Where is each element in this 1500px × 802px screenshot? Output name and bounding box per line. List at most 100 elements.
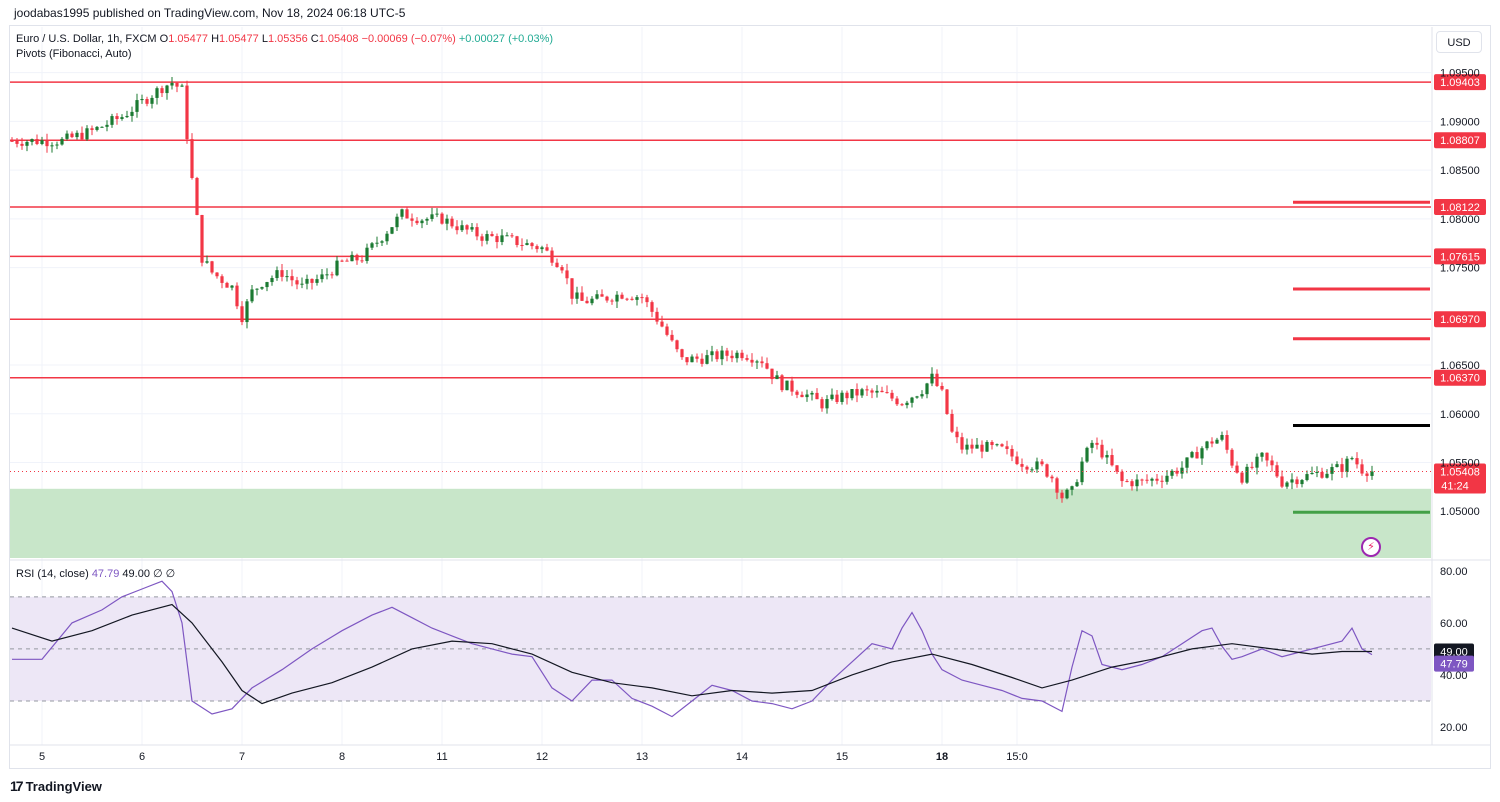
candle-body <box>365 247 369 261</box>
pivot-label-box <box>1434 132 1486 149</box>
candle-body <box>675 340 679 350</box>
candle-body <box>175 82 179 87</box>
candle-body <box>875 390 879 393</box>
candle-body <box>160 88 164 94</box>
candle-body <box>1085 447 1089 462</box>
candle-body <box>1335 464 1339 468</box>
candle-body <box>1025 466 1029 470</box>
tradingview-logo[interactable]: 17 TradingView <box>10 778 102 794</box>
candle-body <box>180 85 184 87</box>
candle-body <box>1065 489 1069 499</box>
candle-body <box>1070 486 1074 490</box>
candle-body <box>975 444 979 449</box>
candle-body <box>660 321 664 327</box>
candle-body <box>280 270 284 277</box>
candle-body <box>940 385 944 390</box>
pivots-legend[interactable]: Pivots (Fibonacci, Auto) <box>16 48 132 60</box>
candle-body <box>1135 479 1139 487</box>
candle-body <box>1265 452 1269 461</box>
chart-frame <box>9 25 1491 769</box>
candle-body <box>20 143 24 146</box>
candle-body <box>1185 457 1189 468</box>
candle-body <box>380 241 384 243</box>
support-zone-rect <box>10 488 1431 558</box>
symbol-legend[interactable]: Euro / U.S. Dollar, 1h, FXCM O1.05477 H1… <box>16 33 553 45</box>
publish-line: joodabas1995 published on TradingView.co… <box>14 6 406 20</box>
rsi-legend[interactable]: RSI (14, close) 47.79 49.00 ∅ ∅ <box>16 567 175 580</box>
candle-body <box>50 145 54 147</box>
y-tick-label: 1.07500 <box>1440 263 1480 275</box>
candle-body <box>85 128 89 140</box>
candle-body <box>620 294 624 299</box>
candle-body <box>1175 470 1179 474</box>
candle-body <box>1220 435 1224 440</box>
candle-body <box>325 274 329 276</box>
candle-body <box>1150 478 1154 481</box>
candle-body <box>720 350 724 360</box>
candle-body <box>205 261 209 263</box>
candle-body <box>395 216 399 228</box>
candle-body <box>1035 461 1039 470</box>
candle-body <box>465 225 469 230</box>
flash-alert-icon[interactable]: ⚡ <box>1361 537 1381 557</box>
candle-body <box>550 250 554 263</box>
candle-body <box>950 413 954 432</box>
candle-body <box>135 100 139 112</box>
candle-body <box>200 214 204 263</box>
currency-button[interactable]: USD <box>1436 31 1482 53</box>
candle-body <box>1195 452 1199 459</box>
candle-body <box>1305 474 1309 481</box>
last-price-box <box>1434 463 1486 494</box>
candle-body <box>610 300 614 302</box>
y-tick-label: 1.09000 <box>1440 116 1480 128</box>
candle-body <box>855 389 859 396</box>
candle-body <box>245 301 249 323</box>
candle-body <box>565 270 569 279</box>
candle-body <box>815 392 819 400</box>
candle-body <box>900 404 904 406</box>
candle-body <box>1090 442 1094 448</box>
candle-body <box>615 294 619 302</box>
candle-body <box>1345 458 1349 473</box>
candle-body <box>1295 479 1299 485</box>
candle-body <box>1225 435 1229 450</box>
candle-body <box>1250 466 1254 468</box>
candle-body <box>1355 458 1359 465</box>
candle-body <box>350 254 354 262</box>
candle-body <box>830 394 834 400</box>
candle-body <box>210 261 214 273</box>
candle-body <box>425 218 429 221</box>
candle-body <box>235 285 239 307</box>
candle-body <box>925 383 929 395</box>
candle-body <box>880 390 884 393</box>
pivot-label-box <box>1434 198 1486 215</box>
pivot-label-box <box>1434 369 1486 386</box>
pivot-label: 1.09403 <box>1440 77 1480 89</box>
change-value: −0.00069 (−0.07%) <box>361 33 456 45</box>
pivot-label: 1.06370 <box>1440 373 1480 385</box>
x-tick-label: 6 <box>139 751 145 763</box>
candle-body <box>190 139 194 178</box>
candle-body <box>745 358 749 360</box>
candle-body <box>810 392 814 395</box>
candle-body <box>825 399 829 409</box>
candle-body <box>495 236 499 243</box>
candle-body <box>785 380 789 391</box>
candle-body <box>345 260 349 262</box>
candle-body <box>1365 473 1369 476</box>
candle-body <box>1050 476 1054 479</box>
candle-body <box>1100 444 1104 458</box>
candle-body <box>715 351 719 360</box>
candle-body <box>835 394 839 402</box>
candle-body <box>775 375 779 380</box>
candle-body <box>960 437 964 450</box>
candle-body <box>370 243 374 248</box>
candle-body <box>75 132 79 138</box>
candle-body <box>605 296 609 301</box>
rsi-ma-box <box>1434 643 1474 660</box>
candle-body <box>545 247 549 251</box>
rsi-ma-line <box>11 603 1372 705</box>
x-tick-label: 13 <box>636 751 648 763</box>
candle-body <box>1160 480 1164 482</box>
